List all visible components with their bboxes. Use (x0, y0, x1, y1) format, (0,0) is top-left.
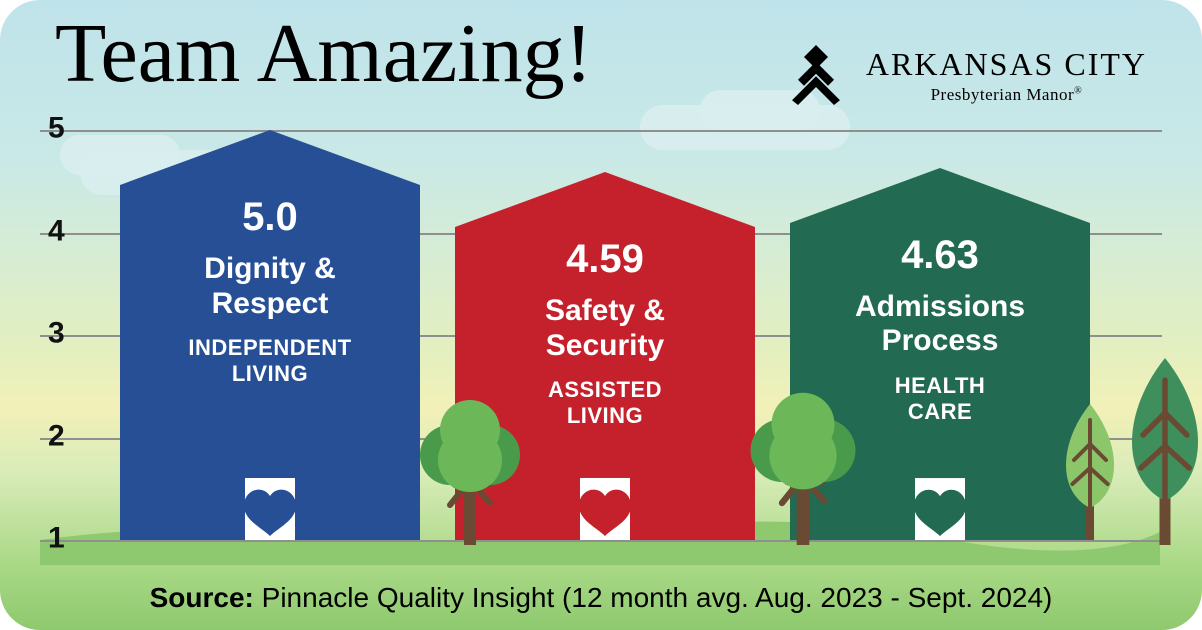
brand-line1: ARKANSAS CITY (866, 46, 1147, 83)
tree-icon (740, 377, 866, 550)
house-program: INDEPENDENTLIVING (130, 335, 410, 388)
brand-text: ARKANSAS CITY Presbyterian Manor® (866, 46, 1147, 105)
tree-icon (1110, 358, 1202, 550)
infographic-card: Team Amazing! ARKANSAS CITY Presbyterian… (0, 0, 1202, 630)
house-score: 4.63 (800, 233, 1080, 278)
tree-icon (410, 385, 530, 550)
house-score: 4.59 (465, 237, 745, 282)
y-tick-label: 1 (48, 521, 65, 555)
source-label: Source: (150, 582, 254, 613)
chevron-stack-icon (786, 45, 846, 105)
ratings-chart: 123455.0Dignity &RespectINDEPENDENTLIVIN… (40, 130, 1162, 565)
y-tick-label: 2 (48, 419, 65, 453)
page-title: Team Amazing! (55, 5, 593, 102)
house-metric: Safety &Security (465, 294, 745, 363)
house-metric: Dignity &Respect (130, 252, 410, 321)
house-metric: Admissions Process (800, 290, 1080, 359)
source-text: Pinnacle Quality Insight (12 month avg. … (262, 582, 1053, 613)
brand-line2: Presbyterian Manor® (866, 85, 1147, 105)
house-bar: 5.0 Dignity &Respect INDEPENDENTLIVING (120, 130, 420, 540)
y-tick-label: 5 (48, 111, 65, 145)
gridline (40, 540, 1162, 542)
brand-logo: ARKANSAS CITY Presbyterian Manor® (786, 45, 1147, 105)
house-score: 5.0 (130, 195, 410, 240)
y-tick-label: 3 (48, 316, 65, 350)
source-line: Source: Pinnacle Quality Insight (12 mon… (0, 582, 1202, 614)
y-tick-label: 4 (48, 214, 65, 248)
